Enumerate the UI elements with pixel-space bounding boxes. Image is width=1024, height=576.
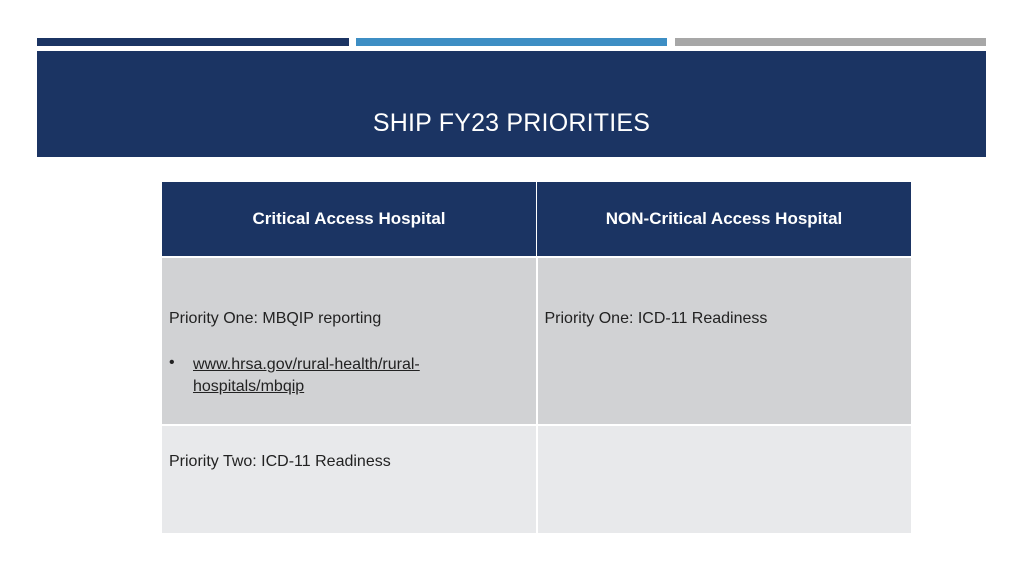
table-row: Priority Two: ICD-11 Readiness (162, 424, 912, 533)
header-critical-access: Critical Access Hospital (162, 182, 537, 257)
header-non-critical-access: NON-Critical Access Hospital (536, 182, 911, 257)
priorities-table: Critical Access Hospital NON-Critical Ac… (162, 182, 911, 533)
slide-title: SHIP FY23 PRIORITIES (372, 109, 651, 137)
mbqip-link-line-1[interactable]: www.hrsa.gov/rural-health/rural- (193, 356, 420, 373)
mbqip-link[interactable]: www.hrsa.gov/rural-health/rural- hospita… (193, 354, 420, 398)
priority-one-non-cah: Priority One: ICD-11 Readiness (544, 310, 768, 327)
table-cell: Priority One: MBQIP reporting • www.hrsa… (162, 256, 538, 425)
accent-stripe-navy (37, 38, 349, 46)
table-cell-empty (536, 424, 912, 533)
priority-two-non-cah (538, 426, 912, 453)
title-bar: SHIP FY23 PRIORITIES (37, 51, 986, 157)
accent-stripe-blue (356, 38, 667, 46)
table-header-row: Critical Access Hospital NON-Critical Ac… (162, 182, 911, 257)
bullet-icon: • (169, 354, 175, 371)
table-cell: Priority One: ICD-11 Readiness (536, 256, 911, 425)
list-item: • www.hrsa.gov/rural-health/rural- hospi… (169, 354, 536, 398)
accent-stripe-gray (675, 38, 986, 46)
mbqip-link-line-2[interactable]: hospitals/mbqip (193, 378, 305, 395)
table-cell: Priority Two: ICD-11 Readiness (162, 424, 538, 533)
priority-two-cah: Priority Two: ICD-11 Readiness (169, 453, 391, 470)
priority-one-cah: Priority One: MBQIP reporting (169, 310, 382, 327)
table-row: Priority One: MBQIP reporting • www.hrsa… (162, 256, 911, 425)
